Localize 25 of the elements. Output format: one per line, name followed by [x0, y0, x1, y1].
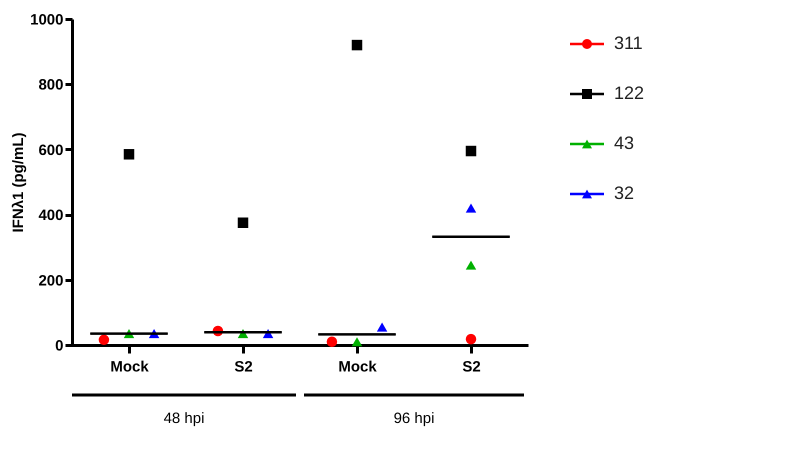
point — [466, 204, 476, 213]
y-tick-label: 600 — [38, 142, 64, 159]
y-tick-label: 400 — [38, 207, 64, 224]
x-tick-label: Mock — [110, 358, 150, 376]
legend-label: 311 — [614, 33, 643, 53]
x-tick-label: S2 — [234, 358, 253, 376]
legend-label: 32 — [614, 183, 634, 203]
point — [466, 260, 476, 270]
point — [466, 334, 476, 344]
y-axis-title: IFNλ1 (pg/mL) — [10, 132, 28, 232]
point — [466, 146, 476, 156]
legend-label: 122 — [614, 83, 644, 103]
point — [124, 149, 134, 160]
y-tick-label: 1000 — [30, 12, 64, 28]
x-tick-label: S2 — [462, 358, 481, 376]
point — [352, 337, 362, 346]
point — [352, 40, 362, 50]
legend-label: 43 — [614, 133, 634, 153]
y-tick-label: 200 — [38, 272, 64, 290]
text: 96 hpi — [394, 410, 434, 427]
x-tick-label: Mock — [338, 358, 378, 376]
text: 48 hpi — [164, 410, 204, 427]
y-tick-label: 800 — [38, 76, 64, 94]
y-tick-label: 0 — [55, 338, 64, 354]
point — [238, 218, 248, 228]
